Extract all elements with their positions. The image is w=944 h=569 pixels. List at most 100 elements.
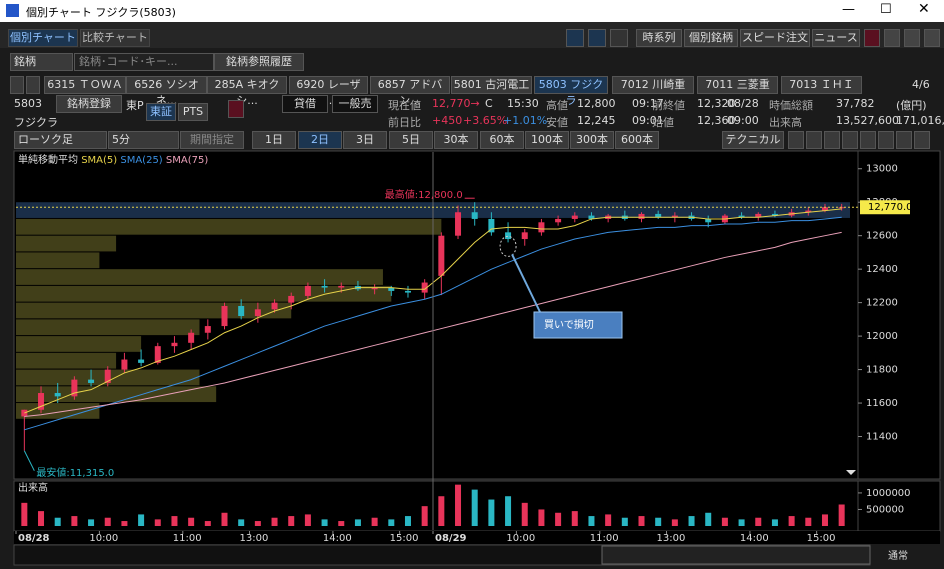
range-button[interactable]: 600本 (615, 131, 659, 149)
trade-button[interactable]: 一般売 (332, 95, 378, 113)
nav[interactable] (26, 76, 40, 94)
stock-tab[interactable]: 7011 三菱重 (697, 76, 778, 94)
stock-tab[interactable]: 285A キオクシ... (207, 76, 287, 107)
legend-title: 単純移動平均 (18, 153, 78, 166)
tool-icon[interactable] (864, 29, 880, 47)
x-tick-label: 08/29 (435, 533, 467, 544)
range-button[interactable]: 3日 (343, 131, 387, 149)
candle-body (805, 210, 812, 213)
stock-tab[interactable]: 5803 フジクラ (534, 76, 608, 107)
volume-bar (655, 517, 662, 526)
price-profile-bar (16, 302, 292, 319)
candle-body (738, 215, 745, 218)
range-button[interactable]: 300本 (570, 131, 614, 149)
legend: 単純移動平均 SMA(5) SMA(25) SMA(75) (18, 153, 208, 166)
nav[interactable] (10, 76, 24, 94)
volume-bar (21, 502, 28, 526)
volume-bar (154, 519, 161, 526)
y-tick-label: 12400 (866, 264, 898, 275)
field-value: 09:00 (727, 114, 759, 127)
volume-bar (388, 519, 395, 526)
period[interactable]: 期間指定 (180, 131, 244, 149)
trade-button[interactable]: 貸借 (282, 95, 328, 113)
stock-tab[interactable]: 5801 古河電工 (451, 76, 532, 94)
view-icon[interactable] (588, 29, 606, 47)
chart-tab[interactable]: 個別チャート (8, 29, 78, 47)
tool-icon[interactable] (884, 29, 900, 47)
view-icon[interactable] (610, 29, 628, 47)
tool-icon[interactable] (842, 131, 858, 149)
callout-target (499, 235, 517, 257)
volume-bar (705, 512, 712, 526)
stock-tab[interactable]: 7013 ＩＨＩ (781, 76, 862, 94)
tool-icon[interactable] (824, 131, 840, 149)
x-tick-label: 11:00 (590, 533, 619, 544)
stock-tab[interactable]: 6315 ＴＯＷＡ (44, 76, 126, 94)
top-button[interactable]: スピード注文 (740, 29, 810, 47)
minimize[interactable]: — (842, 2, 855, 17)
alert[interactable] (228, 100, 244, 118)
price-profile-bar (16, 336, 142, 352)
tool-icon[interactable] (788, 131, 804, 149)
exchange[interactable]: 東証 (146, 103, 176, 121)
exchange[interactable]: PTS (178, 103, 208, 121)
volume-bar (771, 519, 778, 526)
search-box[interactable]: 銘柄･コード･キー... (74, 53, 214, 71)
symbol-mode[interactable]: 銘柄 (10, 53, 73, 71)
field-value: 171,016,74 (896, 114, 944, 127)
tool-icon[interactable] (806, 131, 822, 149)
candle-body (171, 342, 178, 347)
range-button[interactable]: 100本 (525, 131, 569, 149)
market: 東P (126, 99, 144, 112)
volume-bar (471, 489, 478, 526)
x-tick-label: 15:00 (807, 533, 836, 544)
range-button[interactable]: 2日 (298, 131, 342, 149)
range-button[interactable]: 5日 (389, 131, 433, 149)
candle-body (238, 305, 245, 317)
view-icon[interactable] (566, 29, 584, 47)
chart-tab[interactable]: 比較チャート (80, 29, 150, 47)
callout-box (533, 311, 623, 339)
range-button[interactable]: 60本 (480, 131, 524, 149)
top-button[interactable]: 個別銘柄 (684, 29, 738, 47)
close[interactable]: ✕ (918, 1, 930, 17)
field-value: 12,320 (697, 97, 736, 110)
candle-body (254, 309, 261, 317)
tool-icon[interactable] (860, 131, 876, 149)
price-profile-bar (16, 235, 117, 252)
tool-icon[interactable] (896, 131, 912, 149)
app-icon (6, 4, 19, 17)
interval[interactable]: 5分 (108, 131, 179, 149)
stock-tab[interactable]: 6920 レーザー... (289, 76, 368, 107)
maximize[interactable]: ☐ (880, 2, 892, 17)
y-tick-label: 12200 (866, 298, 898, 309)
history[interactable]: 銘柄参照履歴 (214, 53, 304, 71)
volume-bar (805, 517, 812, 526)
field-value: +1.01% (503, 114, 548, 127)
volume-bar (671, 519, 678, 526)
tool-icon[interactable] (914, 131, 930, 149)
legend-entry: SMA(25) (120, 155, 162, 166)
time-axis (14, 531, 940, 544)
name: フジクラ (14, 116, 58, 129)
x-tick-label: 14:00 (740, 533, 769, 544)
technical[interactable]: テクニカル (722, 131, 784, 149)
top-button[interactable]: 時系列 (636, 29, 682, 47)
register[interactable]: 銘柄登録 (56, 95, 122, 113)
chart-type[interactable]: ローソク足 (14, 131, 107, 149)
candle-body (705, 218, 712, 223)
stock-tab[interactable]: 7012 川崎重 (612, 76, 694, 94)
stock-tab[interactable]: 6526 ソシオネ... (126, 76, 207, 107)
range-button[interactable]: 30本 (434, 131, 478, 149)
volume-bar (338, 521, 345, 526)
tool-icon[interactable] (904, 29, 920, 47)
stock-tab[interactable]: 6857 アドバン... (370, 76, 450, 107)
range-button[interactable]: 1日 (252, 131, 296, 149)
candle-body (388, 287, 395, 291)
last-tag (860, 200, 910, 215)
field-value: 37,782 (836, 97, 875, 110)
top-button[interactable]: ニュース (812, 29, 860, 47)
tool-icon[interactable] (924, 29, 940, 47)
tool-icon[interactable] (878, 131, 894, 149)
volume-bar (54, 517, 61, 526)
